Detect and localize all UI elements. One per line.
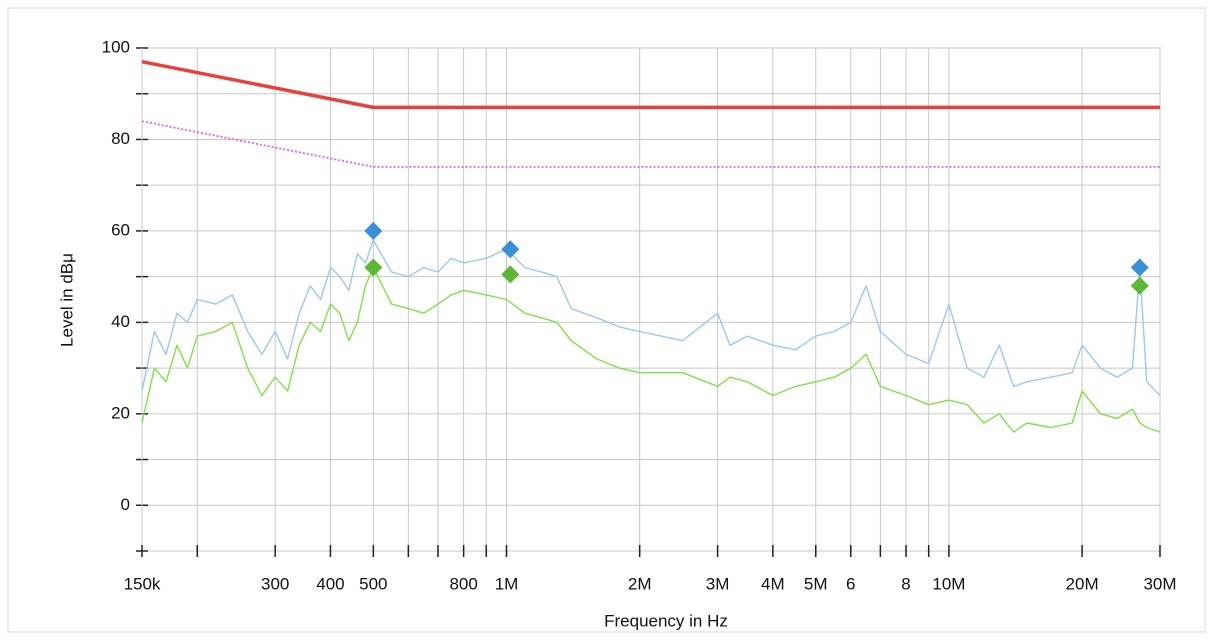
x-tick-label: 6 (846, 574, 855, 593)
x-tick-label: 800 (449, 574, 477, 593)
x-tick-label: 1M (495, 574, 519, 593)
y-tick-label: 60 (111, 220, 130, 239)
trace-line (141, 266, 1161, 433)
x-tick-label: 8 (901, 574, 910, 593)
peak-marker (364, 258, 383, 277)
peak-marker (1130, 258, 1149, 277)
y-tick-label: 20 (111, 403, 130, 422)
x-tick-label: 3M (706, 574, 730, 593)
x-tick-label: 20M (1066, 574, 1099, 593)
limit-line (141, 120, 1160, 168)
y-tick-label: 100 (102, 37, 130, 56)
x-tick-label: 5M (804, 574, 828, 593)
x-tick-label: 2M (628, 574, 652, 593)
x-tick-label: 150k (124, 574, 161, 593)
limit-line (141, 59, 1160, 110)
trace-line (141, 239, 1161, 396)
peak-marker (1130, 276, 1149, 295)
x-tick-label: 10M (932, 574, 965, 593)
peak-marker (364, 221, 383, 240)
x-axis-title: Frequency in Hz (604, 611, 728, 630)
y-tick-label: 40 (111, 312, 130, 331)
y-axis-title: Level in dBμ (57, 253, 76, 347)
peak-marker (501, 265, 520, 284)
x-tick-label: 300 (261, 574, 289, 593)
x-tick-label: 30M (1143, 574, 1176, 593)
peak-marker (501, 240, 520, 259)
x-tick-label: 400 (316, 574, 344, 593)
y-tick-label: 0 (121, 495, 130, 514)
x-tick-label: 4M (761, 574, 785, 593)
x-tick-label: 500 (359, 574, 387, 593)
y-tick-label: 80 (111, 129, 130, 148)
plot-area (141, 47, 1161, 552)
